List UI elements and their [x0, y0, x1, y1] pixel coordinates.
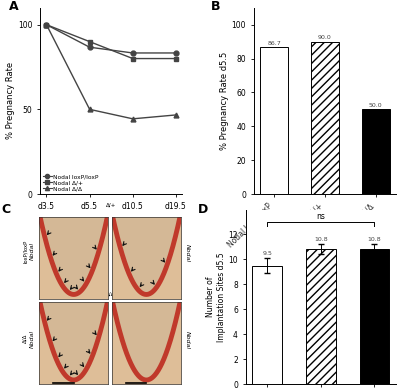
Text: C: C — [1, 203, 10, 216]
Text: 50.0: 50.0 — [369, 103, 382, 107]
Text: Δ/+: Δ/+ — [106, 203, 116, 208]
Text: Nodal: Nodal — [184, 331, 190, 350]
Text: 86.7: 86.7 — [267, 40, 281, 45]
Text: 9.5: 9.5 — [262, 251, 272, 256]
Text: Nodal: Nodal — [184, 244, 190, 262]
Bar — [306, 249, 336, 384]
Text: A: A — [9, 0, 18, 13]
Text: D: D — [198, 203, 208, 216]
Bar — [362, 109, 390, 194]
Legend: Nodal loxP/loxP, Nodal Δ/+, Nodal Δ/Δ: Nodal loxP/loxP, Nodal Δ/+, Nodal Δ/Δ — [43, 174, 99, 191]
Bar — [252, 266, 282, 384]
Bar — [260, 47, 288, 194]
Y-axis label: % Pregnancy Rate d5.5: % Pregnancy Rate d5.5 — [220, 52, 229, 150]
Text: Δ/Δ: Δ/Δ — [23, 334, 28, 343]
Y-axis label: Number of
Implantation Sites d5.5: Number of Implantation Sites d5.5 — [206, 252, 226, 341]
Text: Nodal: Nodal — [30, 330, 35, 348]
Bar — [311, 42, 339, 194]
Text: loxP/loxP: loxP/loxP — [23, 240, 28, 263]
Text: ns: ns — [316, 212, 325, 222]
Y-axis label: % Pregnancy Rate: % Pregnancy Rate — [6, 62, 15, 139]
X-axis label: Gestation Day: Gestation Day — [81, 213, 141, 222]
Text: 10.8: 10.8 — [314, 237, 328, 242]
Text: Nodal: Nodal — [30, 242, 35, 260]
Text: 10.8: 10.8 — [368, 237, 381, 242]
Text: Δ/Δ: Δ/Δ — [106, 292, 116, 297]
Text: B: B — [211, 0, 220, 13]
Text: 90.0: 90.0 — [318, 35, 332, 40]
Bar — [360, 249, 389, 384]
